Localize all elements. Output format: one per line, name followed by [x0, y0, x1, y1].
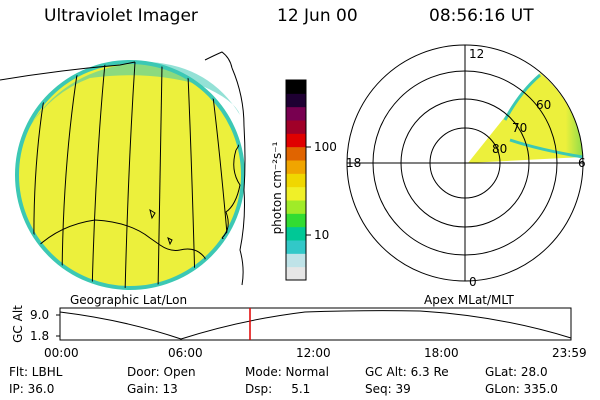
colorbar-cell — [286, 160, 306, 174]
info-ip: IP: 36.0 — [9, 382, 55, 396]
colorbar-cell — [286, 133, 306, 148]
colorbar-cell — [286, 93, 306, 108]
auroral-oval-region — [468, 73, 583, 163]
altitude-y-tick-1-8: 1.8 — [30, 329, 50, 343]
image-date: 12 Jun 00 — [277, 6, 358, 26]
auroral-edge-lower — [509, 138, 584, 159]
info-glon: GLon: 335.0 — [485, 382, 558, 396]
coast-outside — [204, 51, 233, 69]
colorbar-cells — [286, 80, 306, 281]
image-time: 08:56:16 UT — [429, 6, 534, 26]
limb-glow — [22, 62, 240, 140]
x-tick-0000: 00:00 — [44, 346, 79, 360]
colorbar-cell — [286, 146, 306, 161]
mlat-label-80: 80 — [492, 142, 508, 156]
mlt-label-0: 0 — [469, 275, 477, 289]
x-tick-1800: 18:00 — [424, 346, 459, 360]
altitude-plot-frame — [59, 307, 572, 341]
apex-polar-plot — [346, 44, 584, 282]
info-mode: Mode: Normal — [245, 365, 329, 379]
info-dsp: Dsp: 5.1 — [245, 382, 311, 396]
colorbar-cell — [286, 186, 306, 201]
geographic-panel-label: Geographic Lat/Lon — [70, 293, 188, 307]
info-filter: Flt: LBHL — [9, 365, 63, 379]
colorbar-cell — [286, 106, 306, 121]
info-door: Door: Open — [127, 365, 196, 379]
mlat-label-70: 70 — [512, 121, 528, 135]
colorbar-cell — [286, 240, 306, 254]
colorbar — [285, 79, 311, 281]
info-seq: Seq: 39 — [365, 382, 411, 396]
mlt-label-18: 18 — [346, 156, 362, 170]
colorbar-cell — [286, 253, 306, 268]
colorbar-cell — [286, 173, 306, 188]
apex-panel-label: Apex MLat/MLT — [424, 293, 514, 307]
altitude-curve — [59, 310, 572, 340]
altitude-axis-title: GC Alt — [11, 305, 25, 343]
colorbar-cell — [286, 213, 306, 228]
info-gain: Gain: 13 — [127, 382, 178, 396]
info-gc-alt: GC Alt: 6.3 Re — [365, 365, 449, 379]
colorbar-cell — [286, 266, 306, 281]
x-tick-1200: 12:00 — [296, 346, 331, 360]
colorbar-cell — [286, 200, 306, 214]
colorbar-unit-label: photon cm⁻²s⁻¹ — [270, 141, 284, 235]
x-tick-0600: 06:00 — [168, 346, 203, 360]
colorbar-label-10: 10 — [314, 228, 330, 242]
colorbar-cell — [286, 120, 306, 134]
info-glat: GLat: 28.0 — [485, 365, 548, 379]
colorbar-frame — [285, 79, 307, 281]
mlt-label-6: 6 — [578, 156, 586, 170]
mlt-label-12: 12 — [469, 47, 485, 61]
mlat-label-60: 60 — [536, 98, 552, 112]
colorbar-cell — [286, 80, 306, 94]
altitude-plot — [56, 307, 572, 341]
instrument-title: Ultraviolet Imager — [44, 6, 198, 26]
x-tick-2359: 23:59 — [552, 346, 587, 360]
altitude-y-tick-9: 9.0 — [30, 308, 50, 322]
coast-outside-east — [231, 67, 246, 286]
colorbar-label-100: 100 — [314, 140, 337, 154]
geographic-image — [0, 51, 246, 290]
outer-meridian-line — [0, 61, 136, 81]
earth-disk — [15, 60, 245, 290]
colorbar-cell — [286, 226, 306, 241]
